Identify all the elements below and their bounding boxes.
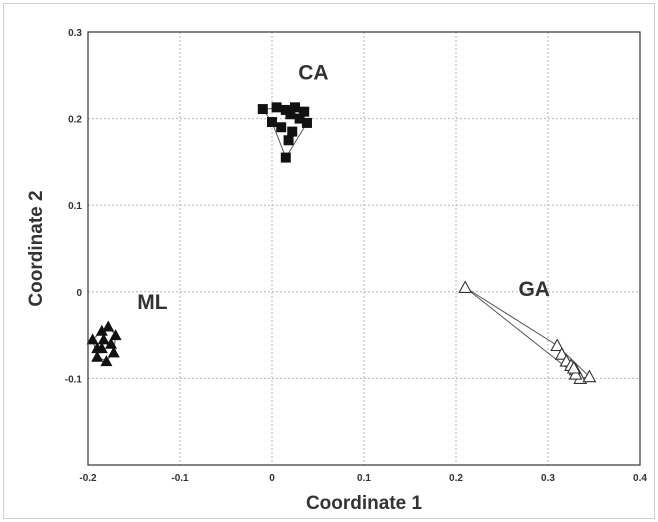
open-triangle-marker [582,369,597,383]
x-tick-label: 0.3 [541,473,555,484]
x-tick-label: -0.1 [171,473,189,484]
cluster-labels: CA ML GA [137,62,550,314]
y-axis-title: Coordinate 2 [26,190,47,306]
cluster-label: ML [137,291,167,314]
plot-area-border [87,31,641,466]
x-tick-label: 0.4 [633,473,647,484]
open-triangle-marker [458,280,473,294]
filled-triangle-marker [95,324,108,336]
filled-triangle-marker [91,342,104,354]
cluster-label: CA [298,62,328,85]
open-triangle-marker [566,360,581,374]
filled-triangle-marker [91,350,104,362]
x-tick-label: 0.1 [357,473,371,484]
x-tick-label: 0 [269,473,275,484]
square-marker [276,122,287,133]
square-marker [267,117,277,128]
y-tick-label: -0.1 [65,374,83,385]
square-marker [271,102,282,113]
x-tick-label: -0.2 [79,473,97,484]
square-marker [280,152,291,163]
x-tick-label: 0.2 [449,473,463,484]
square-marker [294,113,305,124]
filled-triangle-marker [86,333,99,345]
y-tick-label: 0.2 [68,115,82,126]
cluster-label: GA [518,278,550,301]
filled-triangle-marker [105,337,117,349]
open-triangle-marker [568,366,583,380]
filled-triangle-marker [107,346,120,358]
filled-triangle-marker [100,355,113,367]
square-marker [283,135,294,146]
filled-triangle-marker [97,333,110,345]
cluster-hulls [92,106,591,379]
square-marker [301,117,312,128]
y-tick-label: 0.3 [68,28,82,39]
y-tick-labels: -0.1 0 0.1 0.2 0.3 [65,28,83,385]
scatter-chart: -0.2 -0.1 0 0.1 0.2 0.3 0.4 -0.1 0 0.1 0.2 0.3 CA M… [26,28,647,514]
data-points [86,102,597,384]
open-triangle-marker [550,338,565,352]
y-tick-label: 0.1 [68,201,82,212]
x-tick-labels: -0.2 -0.1 0 0.1 0.2 0.3 0.4 [79,473,647,484]
square-marker [290,102,300,113]
square-marker [299,106,310,117]
open-triangle-marker [554,347,569,360]
square-marker [257,104,268,115]
filled-triangle-marker [109,329,122,341]
square-marker [287,126,298,137]
y-tick-label: 0 [76,288,82,299]
filled-triangle-marker [102,320,115,332]
chart-frame: -0.2 -0.1 0 0.1 0.2 0.3 0.4 -0.1 0 0.1 0.2 0.3 CA M… [3,3,655,519]
square-marker [285,109,296,120]
grid-lines [88,32,640,465]
x-axis-title: Coordinate 1 [306,493,423,514]
